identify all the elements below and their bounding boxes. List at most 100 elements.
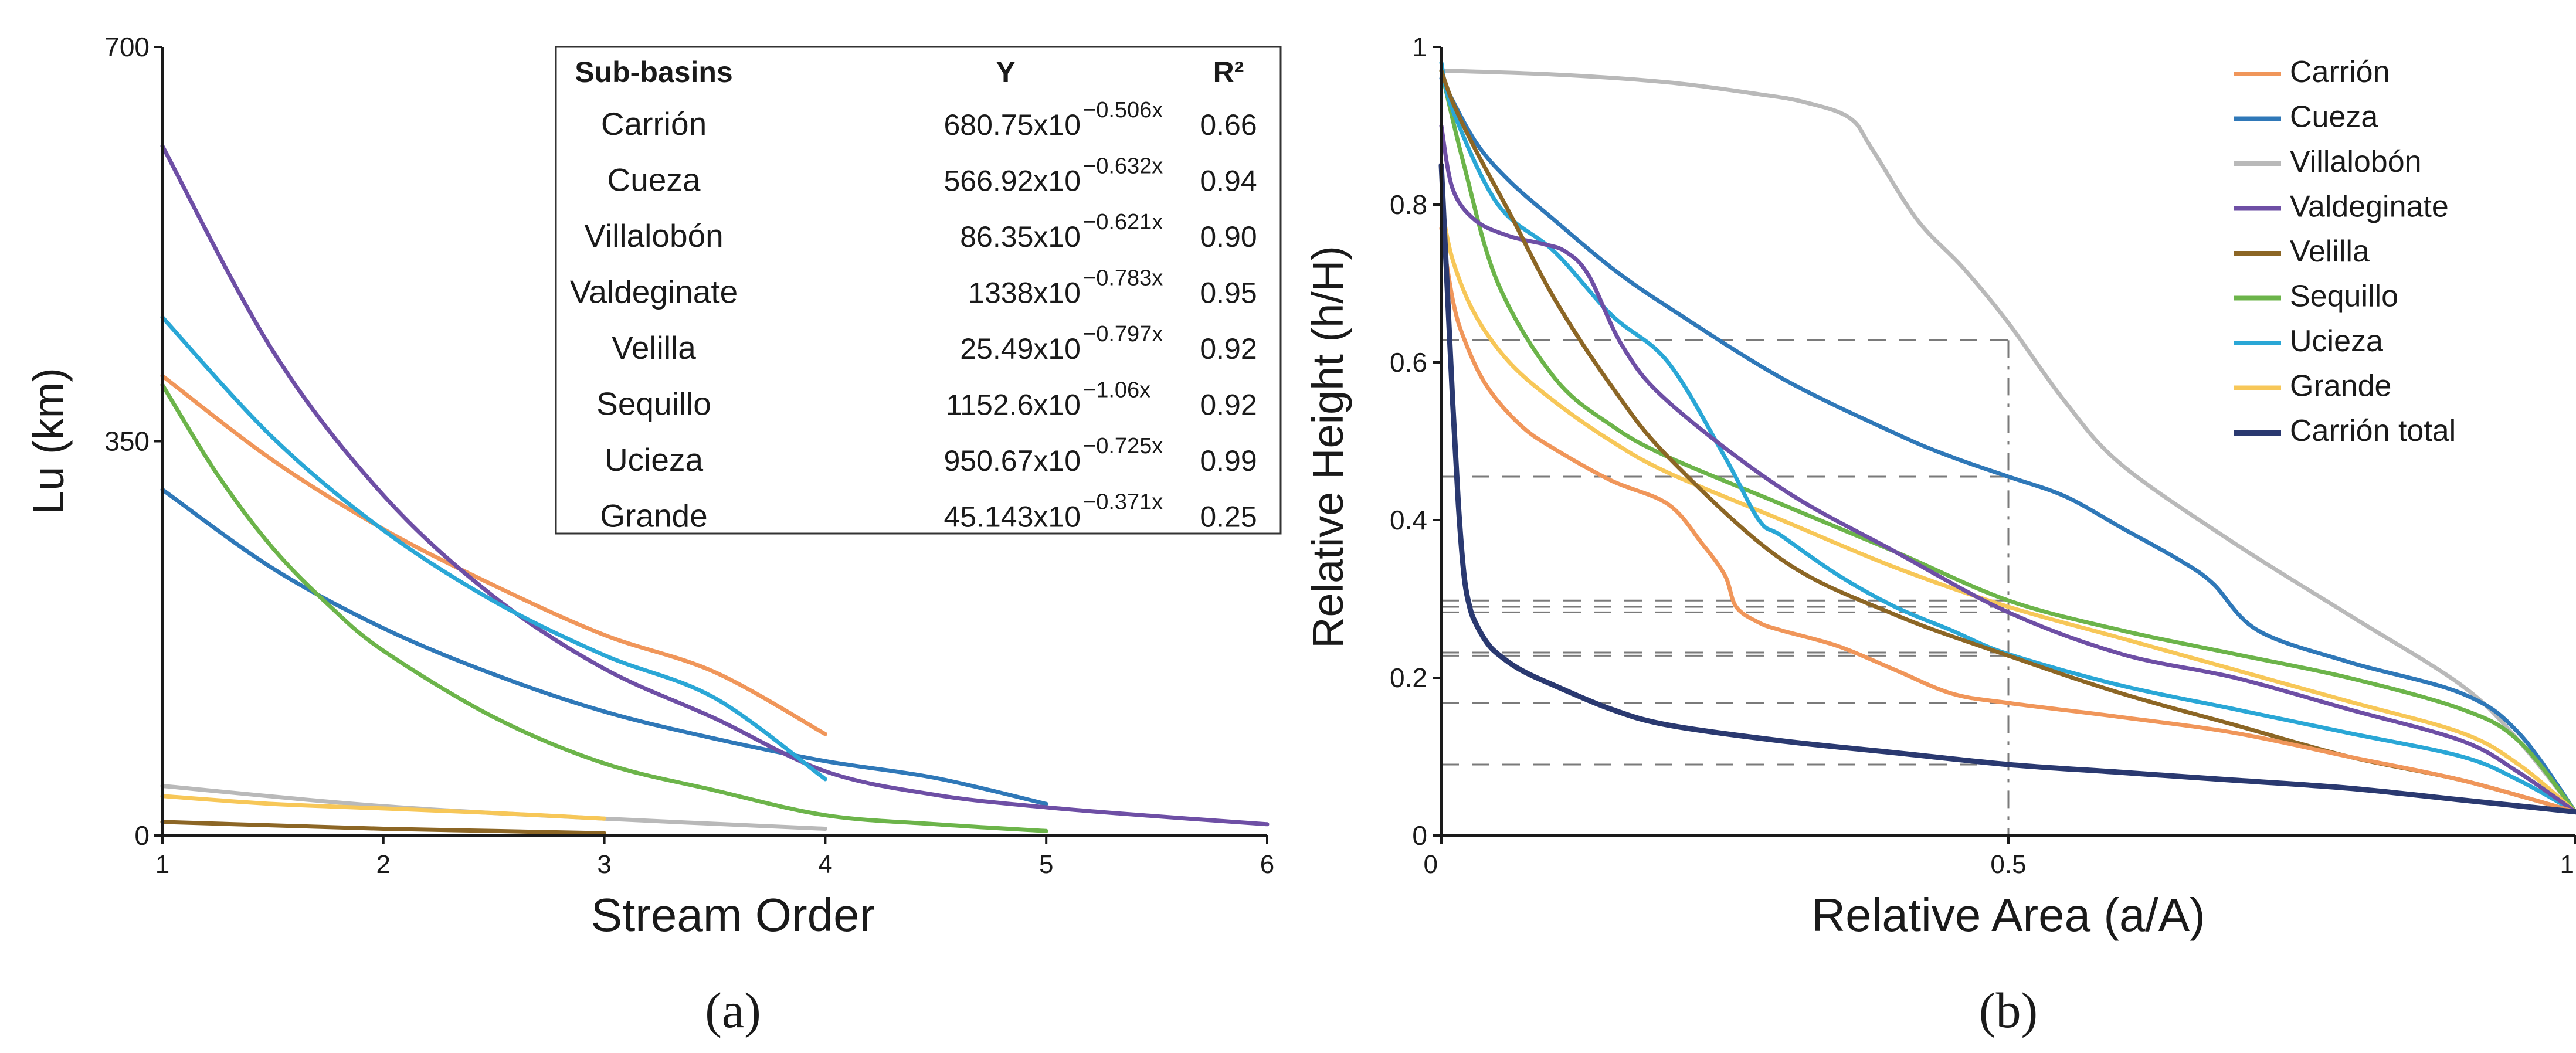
panel-b-axes: 0 0.2 0.4 0.6 0.8 1 0 0.5 1 Relative Height (h/H)… xyxy=(1304,32,2576,1038)
legend-label: Ucieza xyxy=(2290,324,2383,358)
legend-item-sequillo: Sequillo xyxy=(2234,280,2398,314)
table-cell-coefficient: 950.67x10 xyxy=(943,444,1081,477)
legend-label: Velilla xyxy=(2290,235,2370,269)
table-cell-name: Carrión xyxy=(601,106,707,142)
x-tick-label: 1 xyxy=(2560,850,2574,879)
series-line-villalobon xyxy=(1439,68,2576,814)
x-tick-label: 3 xyxy=(597,850,611,879)
x-tick-label: 6 xyxy=(1260,850,1274,879)
series-line-grande xyxy=(160,794,607,821)
table-cell-r2: 0.90 xyxy=(1200,220,1257,253)
table-cell-r2: 0.92 xyxy=(1200,332,1257,365)
table-row: Villalobón 86.35x10 −0.621x 0.90 xyxy=(584,210,1257,254)
table-cell-r2: 0.66 xyxy=(1200,108,1257,141)
series-line-valdeginate xyxy=(160,144,1270,827)
legend-item-grande: Grande xyxy=(2234,369,2391,403)
y-axis-title: Relative Height (h/H) xyxy=(1304,246,1352,648)
table-cell-exponent: −0.783x xyxy=(1083,266,1163,291)
x-tick-label: 4 xyxy=(818,850,832,879)
x-tick-label: 5 xyxy=(1039,850,1053,879)
table-row: Carrión 680.75x10 −0.506x 0.66 xyxy=(601,98,1257,142)
series-line-velilla xyxy=(160,820,607,835)
y-axis-title: Lu (km) xyxy=(24,368,73,515)
y-tick-label: 0 xyxy=(134,820,150,851)
table-row: Ucieza 950.67x10 −0.725x 0.99 xyxy=(605,434,1257,478)
panel-a: 0 350 700 1 2 3 4 5 6 Lu (km) Stream Order (a) Sub-… xyxy=(24,32,1282,1038)
table-cell-coefficient: 566.92x10 xyxy=(943,165,1081,198)
table-cell-coefficient: 25.49x10 xyxy=(960,332,1081,365)
legend-label: Villalobón xyxy=(2290,145,2422,179)
x-tick-label: 0.5 xyxy=(1990,850,2026,879)
table-row: Sequillo 1152.6x10 −1.06x 0.92 xyxy=(596,378,1257,422)
legend-item-valdeginate: Valdeginate xyxy=(2234,190,2449,224)
table-cell-coefficient: 680.75x10 xyxy=(943,108,1081,141)
table-cell-coefficient: 86.35x10 xyxy=(960,220,1081,253)
legend-label: Grande xyxy=(2290,369,2391,403)
series-line-cueza xyxy=(160,487,1048,806)
x-tick-label: 2 xyxy=(376,850,391,879)
table-cell-name: Villalobón xyxy=(584,218,724,254)
series-line-carrion xyxy=(160,373,827,736)
table-cell-exponent: −0.632x xyxy=(1083,154,1163,179)
table-cell-r2: 0.94 xyxy=(1200,165,1257,198)
y-tick-label: 0.2 xyxy=(1390,663,1427,693)
panel-label: (a) xyxy=(705,982,761,1038)
table-row: Grande 45.143x10 −0.371x 0.25 xyxy=(600,490,1257,534)
table-cell-coefficient: 1152.6x10 xyxy=(946,389,1081,422)
y-tick-label: 1 xyxy=(1412,32,1427,62)
legend-item-cueza: Cueza xyxy=(2234,100,2378,134)
x-tick-label: 1 xyxy=(155,850,169,879)
y-tick-label: 350 xyxy=(104,426,150,457)
x-axis-title: Relative Area (a/A) xyxy=(1811,889,2205,941)
series-line-valdeginate xyxy=(1439,124,2576,814)
table-header-equation: Y xyxy=(996,56,1015,89)
legend-item-carrion: Carrión xyxy=(2234,55,2390,89)
legend-label: Carrión total xyxy=(2290,414,2456,448)
series-line-grande xyxy=(1439,202,2576,814)
legend-label: Carrión xyxy=(2290,55,2390,89)
table-cell-name: Velilla xyxy=(612,330,696,366)
y-tick-label: 0.4 xyxy=(1390,505,1427,535)
panel-b: 0 0.2 0.4 0.6 0.8 1 0 0.5 1 Relative Height (h/H)… xyxy=(1304,32,2576,1038)
panel-a-axes: 0 350 700 1 2 3 4 5 6 Lu (km) Stream Order (a) xyxy=(24,32,1274,1038)
table-cell-r2: 0.99 xyxy=(1200,444,1257,477)
table-header-r2: R² xyxy=(1213,56,1244,89)
x-axis-title: Stream Order xyxy=(591,889,875,941)
series-line-sequillo xyxy=(160,382,1048,833)
y-tick-label: 700 xyxy=(104,32,150,62)
table-cell-exponent: −0.506x xyxy=(1083,98,1163,123)
panel-b-series-group xyxy=(1438,60,2576,815)
legend-item-carrion_total: Carrión total xyxy=(2234,414,2456,448)
table-cell-name: Grande xyxy=(600,498,707,534)
equation-table-box xyxy=(555,46,1282,535)
table-row: Cueza 566.92x10 −0.632x 0.94 xyxy=(607,154,1257,198)
table-cell-r2: 0.25 xyxy=(1200,501,1257,534)
legend-item-villalobon: Villalobón xyxy=(2234,145,2422,179)
series-line-carrion xyxy=(1439,226,2576,814)
equation-table: Sub-basins Y R² Carrión 680.75x10 −0.506x 0.66… xyxy=(555,46,1282,535)
legend-label: Sequillo xyxy=(2290,280,2398,314)
legend-label: Cueza xyxy=(2290,100,2378,134)
series-line-ucieza xyxy=(1439,60,2576,814)
table-cell-coefficient: 1338x10 xyxy=(968,277,1081,310)
y-tick-label: 0 xyxy=(1412,820,1427,851)
panel-label: (b) xyxy=(1979,982,2038,1038)
series-line-ucieza xyxy=(160,315,827,782)
table-cell-exponent: −0.621x xyxy=(1083,210,1163,235)
table-cell-name: Valdeginate xyxy=(570,274,738,310)
table-cell-exponent: −1.06x xyxy=(1083,378,1150,403)
table-cell-exponent: −0.371x xyxy=(1083,490,1163,515)
legend-label: Valdeginate xyxy=(2290,190,2449,224)
panel-b-reference-lines xyxy=(1441,339,2010,835)
table-cell-r2: 0.92 xyxy=(1200,389,1257,422)
table-cell-name: Ucieza xyxy=(605,441,704,478)
table-cell-name: Cueza xyxy=(607,162,701,198)
x-tick-label: 0 xyxy=(1424,850,1438,879)
table-cell-exponent: −0.797x xyxy=(1083,322,1163,347)
y-tick-label: 0.8 xyxy=(1390,189,1427,220)
table-cell-r2: 0.95 xyxy=(1200,277,1257,310)
table-cell-exponent: −0.725x xyxy=(1083,434,1163,458)
legend: Carrión Cueza Villalobón Valdeginate Velilla… xyxy=(2234,55,2456,448)
y-tick-label: 0.6 xyxy=(1390,347,1427,378)
